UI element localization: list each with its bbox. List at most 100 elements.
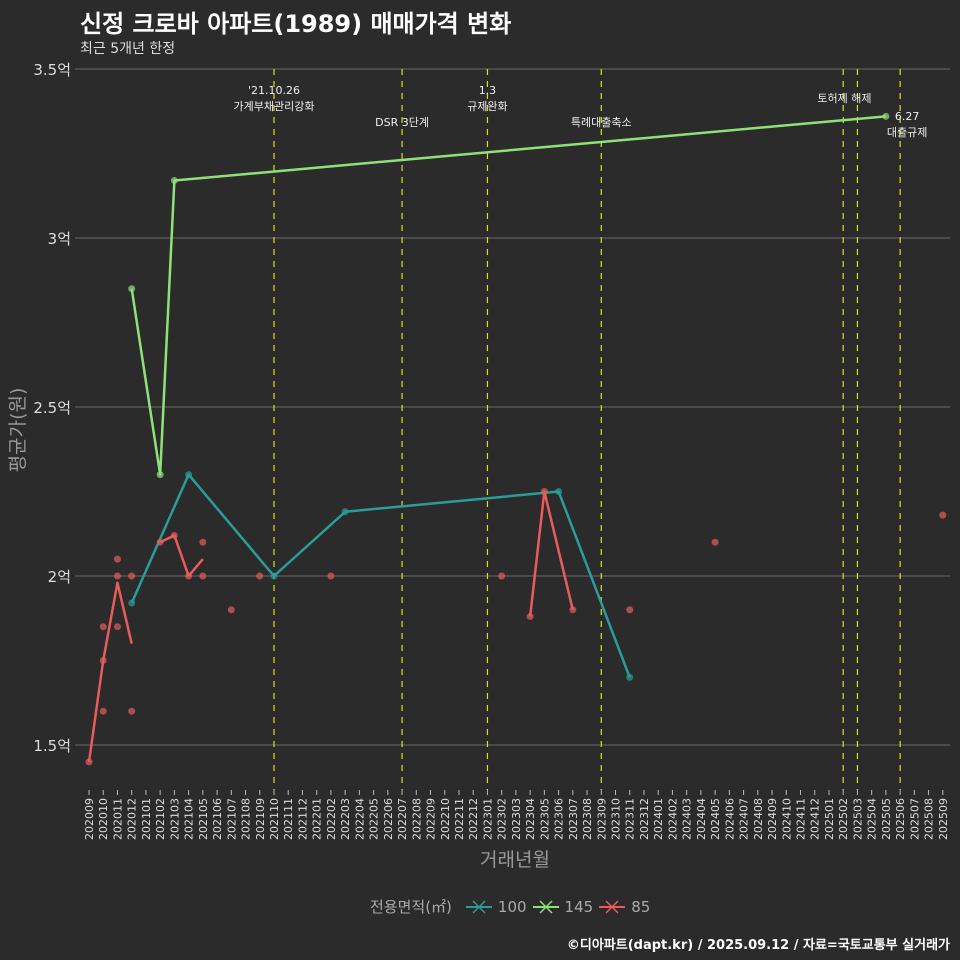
event-label: 토허제 해제 bbox=[817, 91, 871, 105]
x-tick-label: 202408 bbox=[752, 798, 765, 840]
data-point-85 bbox=[327, 572, 335, 580]
x-tick-label: 202305 bbox=[538, 798, 551, 840]
data-point-85 bbox=[626, 606, 634, 614]
x-tick-label: 202308 bbox=[581, 798, 594, 840]
x-tick-label: 202401 bbox=[652, 798, 665, 840]
legend-label: 145 bbox=[564, 897, 594, 916]
x-axis-title: 거래년월 bbox=[480, 849, 550, 871]
data-point-85 bbox=[526, 613, 534, 621]
y-tick-label: 3억 bbox=[48, 230, 71, 248]
x-tick-label: 202205 bbox=[368, 798, 381, 840]
data-point-100 bbox=[626, 673, 634, 681]
data-point-85 bbox=[199, 572, 207, 580]
x-tick-label: 202405 bbox=[709, 798, 722, 840]
y-tick-label: 1.5억 bbox=[33, 737, 71, 755]
x-tick-label: 202104 bbox=[183, 798, 196, 840]
chart-subtitle: 최근 5개년 한정 bbox=[80, 41, 176, 57]
event-label: 대출규제 bbox=[887, 126, 927, 139]
x-tick-label: 202012 bbox=[126, 798, 139, 840]
source-caption: ©디아파트(dapt.kr) / 2025.09.12 / 자료=국토교통부 실… bbox=[566, 938, 950, 953]
chart-title: 신정 크로바 아파트(1989) 매매가격 변화 bbox=[80, 10, 512, 38]
y-tick-label: 3.5억 bbox=[33, 61, 71, 79]
data-point-85 bbox=[99, 657, 107, 664]
x-tick-label: 202502 bbox=[837, 798, 850, 840]
event-label: DSR 3단계 bbox=[375, 116, 429, 129]
legend-label: 100 bbox=[497, 897, 527, 916]
x-tick-label: 202101 bbox=[140, 798, 153, 840]
data-point-85 bbox=[113, 623, 121, 631]
x-tick-label: 202508 bbox=[923, 798, 936, 840]
data-point-100 bbox=[341, 508, 349, 516]
x-tick-label: 202211 bbox=[453, 798, 466, 840]
legend-cross-icon bbox=[599, 899, 626, 914]
data-point-85 bbox=[569, 606, 577, 614]
x-tick-label: 202203 bbox=[339, 798, 352, 840]
data-point-85 bbox=[85, 758, 93, 766]
x-tick-label: 202407 bbox=[738, 798, 751, 840]
x-tick-label: 202507 bbox=[908, 798, 921, 840]
x-tick-label: 202304 bbox=[524, 798, 537, 840]
legend-item-100: 100 bbox=[465, 897, 527, 916]
x-tick-label: 202010 bbox=[97, 798, 110, 840]
legend-title: 전용면적(㎡) bbox=[370, 898, 452, 916]
series-line-85 bbox=[159, 534, 204, 578]
x-tick-label: 202503 bbox=[851, 798, 864, 840]
event-label: 1.3 bbox=[479, 84, 497, 97]
data-point-85 bbox=[711, 538, 719, 546]
data-point-85 bbox=[128, 707, 136, 715]
event-label: 6.27 bbox=[895, 110, 920, 123]
data-point-85 bbox=[170, 531, 178, 539]
event-label: '21.10.26 bbox=[248, 84, 300, 97]
x-tick-label: 202210 bbox=[439, 798, 452, 840]
series-line-100 bbox=[130, 473, 631, 678]
x-tick-label: 202302 bbox=[496, 798, 509, 840]
data-point-100 bbox=[128, 599, 136, 607]
x-tick-label: 202404 bbox=[695, 798, 708, 840]
x-tick-label: 202411 bbox=[795, 798, 808, 840]
legend: 전용면적(㎡) 100 145 85 bbox=[370, 896, 650, 917]
x-tick-label: 202209 bbox=[425, 798, 438, 840]
x-tick-label: 202306 bbox=[553, 798, 566, 840]
event-label: 특례대출축소 bbox=[571, 116, 632, 129]
x-tick-label: 202206 bbox=[382, 798, 395, 840]
x-tick-label: 202111 bbox=[282, 798, 295, 840]
x-tick-label: 202409 bbox=[766, 798, 779, 840]
data-point-145 bbox=[882, 112, 890, 120]
x-tick-label: 202009 bbox=[83, 798, 96, 840]
data-point-85 bbox=[99, 707, 107, 715]
legend-item-85: 85 bbox=[599, 898, 650, 916]
data-point-100 bbox=[270, 572, 278, 580]
x-tick-label: 202403 bbox=[681, 798, 694, 840]
x-tick-label: 202105 bbox=[197, 798, 210, 840]
x-tick-label: 202207 bbox=[396, 798, 409, 840]
data-point-100 bbox=[555, 488, 563, 495]
x-tick-label: 202107 bbox=[225, 798, 238, 840]
x-tick-label: 202109 bbox=[254, 798, 267, 840]
event-label: 규제완화 bbox=[467, 100, 507, 113]
data-point-85 bbox=[498, 572, 506, 580]
x-tick-label: 202301 bbox=[481, 798, 494, 840]
x-tick-label: 202509 bbox=[937, 798, 950, 840]
data-point-85 bbox=[113, 555, 121, 563]
series-line-85 bbox=[87, 581, 133, 763]
x-tick-label: 202504 bbox=[866, 798, 879, 840]
data-point-85 bbox=[156, 538, 164, 546]
x-tick-label: 202307 bbox=[567, 798, 580, 840]
x-tick-label: 202108 bbox=[240, 798, 253, 840]
x-tick-label: 202410 bbox=[780, 798, 793, 840]
data-point-85 bbox=[185, 572, 193, 580]
series-line-145 bbox=[130, 115, 886, 476]
x-tick-label: 202106 bbox=[211, 798, 224, 840]
x-tick-label: 202202 bbox=[325, 798, 338, 840]
x-tick-label: 202312 bbox=[638, 798, 651, 840]
x-tick-label: 202011 bbox=[111, 798, 124, 840]
x-tick-label: 202208 bbox=[410, 798, 423, 840]
legend-cross-icon bbox=[532, 899, 559, 914]
x-tick-label: 202112 bbox=[296, 798, 309, 840]
data-point-145 bbox=[156, 471, 164, 479]
x-tick-label: 202103 bbox=[168, 798, 181, 840]
y-axis-title: 평균가(원) bbox=[7, 388, 29, 473]
data-point-145 bbox=[170, 177, 178, 185]
x-tick-label: 202311 bbox=[624, 798, 637, 840]
x-tick-label: 202102 bbox=[154, 798, 167, 840]
